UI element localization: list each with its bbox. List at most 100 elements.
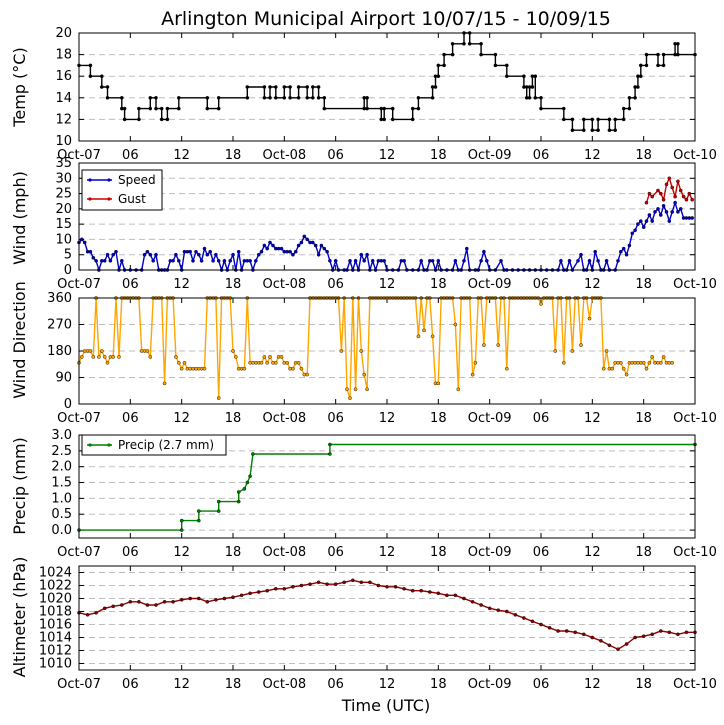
temp-data-point [527,96,532,100]
direction-data-point [291,366,295,371]
temp-data-point [644,63,649,68]
temp-data-point [296,96,301,100]
wind-legend-label: Speed [118,173,156,187]
wind-data-point [653,210,657,214]
direction-data-point [80,355,84,359]
precip-x-tick-label: Oct-08 [262,545,306,560]
altimeter-data-point [299,583,304,588]
temp-data-point [120,96,124,100]
temp-data-point [322,106,327,111]
temp-data-point [607,128,612,132]
altimeter-data-point [154,603,158,607]
temp-y-axis-title: Temp (°C) [10,47,29,127]
wind-data-point [678,207,683,211]
wind-data-point [88,249,93,254]
wind-data-point [279,246,284,251]
wind-y-axis-title: Wind (mph) [10,171,29,265]
altimeter-data-point [120,603,124,607]
direction-x-tick-label: 12 [584,411,601,426]
wind-data-point [479,258,483,263]
temp-data-point [176,106,181,111]
temp-data-point [296,85,301,89]
direction-data-point [111,355,115,359]
precip-x-tick-label: 12 [173,545,190,560]
temp-data-point [154,106,158,111]
direction-data-point [268,355,272,359]
direction-data-point [299,366,304,371]
wind-data-point [256,252,261,257]
temp-data-point [100,85,104,89]
wind-x-tick-label: 06 [327,277,344,292]
temp-data-point [430,96,435,100]
temp-data-point [165,117,170,122]
wind-data-point [670,185,675,190]
temp-data-point [562,117,566,122]
altimeter-data-point [145,603,150,607]
temp-data-point [316,96,321,100]
direction-data-point [624,372,629,377]
precip-x-tick-label: 06 [327,545,344,560]
precip-data-point [251,452,255,456]
direction-data-point [453,322,458,327]
altimeter-x-tick-label: 18 [635,677,652,692]
temp-data-point [322,96,327,100]
wind-data-point [325,249,329,254]
direction-data-point [473,360,478,365]
temp-data-point [562,106,566,111]
wind-data-point [102,258,107,263]
direction-data-point [621,366,626,371]
precip-data-point [242,487,247,491]
altimeter-data-point [539,622,543,627]
altimeter-data-point [102,606,107,611]
temp-data-point [122,106,127,111]
direction-data-point [601,366,606,371]
wind-data-point [142,252,147,257]
altimeter-data-point [659,629,663,633]
temp-data-point [522,74,526,78]
direction-data-point [216,396,221,400]
direction-data-point [362,372,367,377]
wind-data-point [299,240,304,245]
altimeter-data-point [590,635,595,640]
altimeter-y-tick-label: 1022 [39,579,72,594]
wind-data-point [676,210,680,214]
altimeter-data-point [333,582,338,587]
wind-data-point [436,258,441,263]
wind-x-tick-label: 12 [584,277,601,292]
wind-legend: Speed Gust [81,169,163,211]
temp-data-point [621,106,626,111]
direction-data-point [339,349,344,353]
wind-data-point [231,252,235,257]
temp-data-point [365,96,369,100]
temp-data-point [282,96,287,100]
temp-y-tick-label: 18 [55,48,72,63]
temp-data-point [627,106,632,111]
temp-data-point [539,106,543,111]
altimeter-data-point [616,647,620,652]
direction-data-point [604,349,609,353]
wind-y-tick-label: 25 [55,187,72,202]
direction-data-point [265,360,270,365]
direction-data-point [176,360,181,365]
wind-legend-label: Gust [118,192,146,206]
wind-data-point [670,210,675,214]
altimeter-data-point [453,593,458,598]
wind-data-point [199,258,204,263]
direction-x-tick-label: 06 [327,411,344,426]
x-axis-title: Time (UTC) [341,696,430,715]
wind-data-point [353,258,358,263]
wind-data-point [322,246,327,251]
wind-data-point [667,219,672,223]
precip-y-tick-label: 1.0 [51,491,72,506]
precip-y-tick-label: 2.5 [51,444,72,459]
wind-data-point [644,200,649,205]
altimeter-x-tick-label: Oct-09 [468,677,512,692]
temp-data-point [627,96,632,100]
direction-data-point [145,349,150,353]
direction-data-point [91,355,96,359]
wind-data-point [196,252,201,257]
temp-x-tick-label: 06 [533,148,550,163]
temp-data-point [100,74,104,78]
temp-data-point [382,117,387,122]
